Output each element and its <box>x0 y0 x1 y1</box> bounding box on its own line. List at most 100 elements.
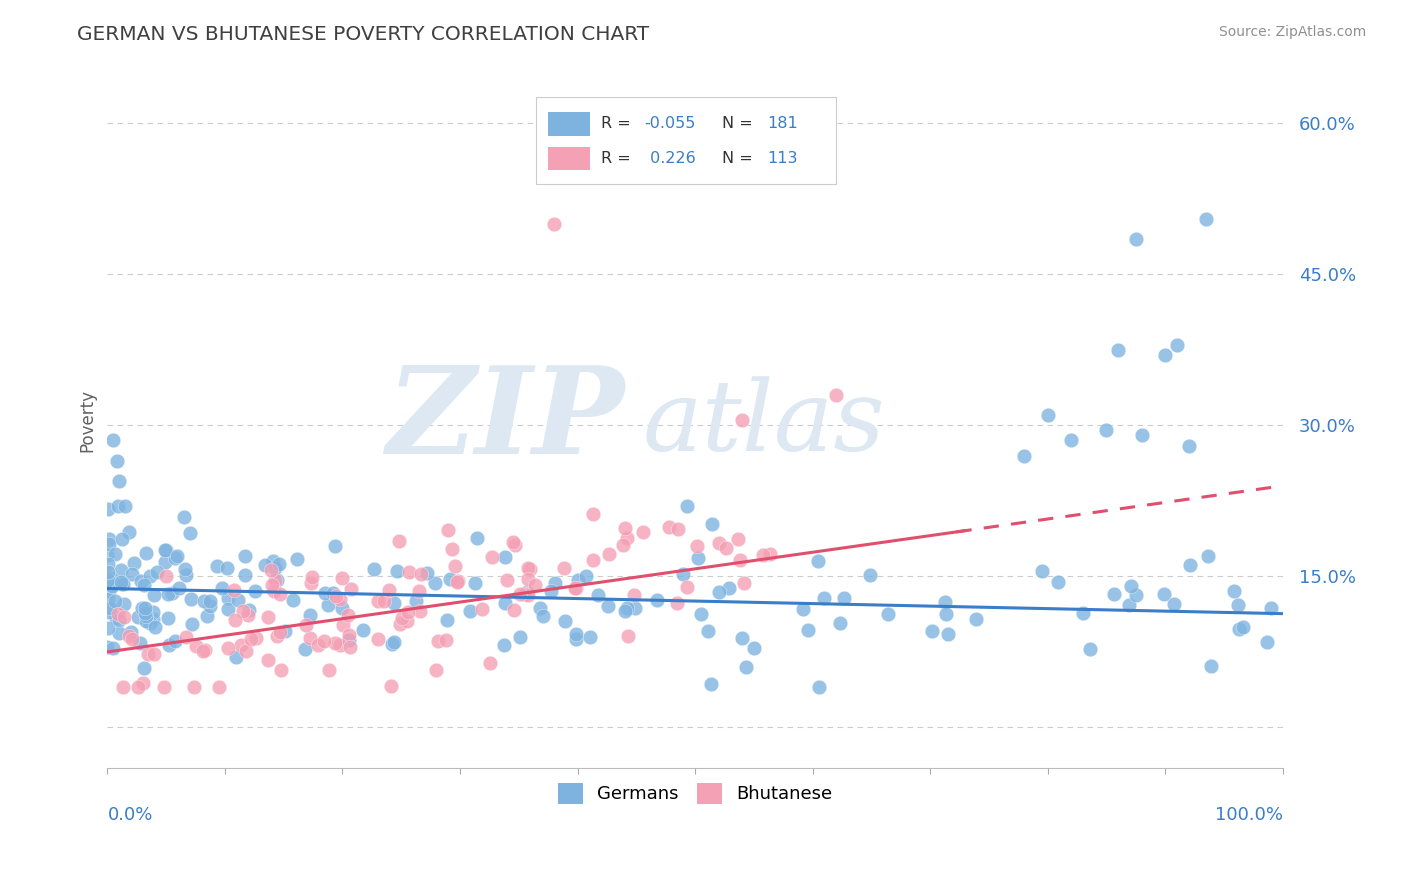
Point <box>494 596 516 610</box>
Point <box>103 434 125 448</box>
Point <box>104 547 127 561</box>
Point <box>131 600 153 615</box>
Point <box>314 633 336 648</box>
Point <box>623 588 645 602</box>
Point <box>179 525 201 540</box>
Point <box>156 610 179 624</box>
Point <box>134 606 156 620</box>
Point <box>1047 574 1070 589</box>
Point <box>1201 659 1223 673</box>
Point <box>586 588 609 602</box>
Point <box>405 593 427 607</box>
Point <box>425 664 447 678</box>
Point <box>337 633 360 648</box>
Point <box>299 576 322 591</box>
Point <box>97 573 120 587</box>
Point <box>118 524 141 539</box>
Point <box>617 629 640 643</box>
Text: N =: N = <box>723 151 758 166</box>
Point <box>97 605 120 619</box>
Point <box>731 413 754 427</box>
Point <box>567 573 589 587</box>
Point <box>416 566 439 580</box>
Point <box>160 586 183 600</box>
Point <box>616 531 638 545</box>
Text: 113: 113 <box>766 151 797 166</box>
Point <box>544 576 567 591</box>
Point <box>813 591 835 606</box>
Point <box>112 610 135 624</box>
Point <box>564 582 586 596</box>
Point <box>686 539 709 553</box>
Point <box>222 583 245 598</box>
Point <box>825 388 848 402</box>
Point <box>295 617 318 632</box>
Point <box>391 610 413 624</box>
Point <box>118 629 141 643</box>
Point <box>728 553 751 567</box>
Point <box>531 609 554 624</box>
Point <box>408 583 430 598</box>
Point <box>97 565 120 579</box>
Point <box>263 583 285 598</box>
Point <box>666 522 689 536</box>
Point <box>1166 338 1188 352</box>
Point <box>378 583 401 598</box>
Point <box>409 566 432 581</box>
Point <box>167 581 190 595</box>
Point <box>387 534 409 549</box>
Point <box>509 587 531 601</box>
Point <box>323 539 346 553</box>
Point <box>135 608 157 623</box>
Point <box>1060 434 1083 448</box>
Point <box>700 677 723 691</box>
Point <box>340 582 363 596</box>
Point <box>229 639 252 653</box>
Point <box>112 597 135 611</box>
Point <box>108 614 131 628</box>
Point <box>1177 438 1199 452</box>
Point <box>380 679 402 693</box>
Point <box>191 643 214 657</box>
Point <box>689 607 711 621</box>
Point <box>735 659 758 673</box>
Point <box>688 550 710 565</box>
Point <box>142 612 165 626</box>
Text: Source: ZipAtlas.com: Source: ZipAtlas.com <box>1219 25 1367 39</box>
Point <box>138 569 160 583</box>
Point <box>110 574 132 589</box>
Point <box>111 533 134 547</box>
Point <box>1223 584 1246 599</box>
Point <box>1227 598 1250 612</box>
Point <box>174 562 197 576</box>
Text: ZIP: ZIP <box>387 361 624 480</box>
Point <box>100 601 122 615</box>
Point <box>666 596 689 610</box>
Point <box>612 538 634 552</box>
Point <box>232 604 254 618</box>
Point <box>260 563 283 577</box>
Point <box>332 618 354 632</box>
Point <box>965 612 987 626</box>
Point <box>792 602 814 616</box>
Point <box>174 568 197 582</box>
Point <box>157 638 180 652</box>
Point <box>797 623 820 637</box>
Point <box>139 615 162 630</box>
Point <box>363 561 385 575</box>
Point <box>97 574 120 588</box>
Point <box>322 585 344 599</box>
Point <box>235 644 257 658</box>
Point <box>134 601 156 615</box>
Point <box>676 499 699 513</box>
Point <box>316 598 339 612</box>
Text: 0.0%: 0.0% <box>107 805 153 824</box>
Point <box>1154 348 1177 362</box>
Point <box>299 608 322 623</box>
Point <box>718 582 741 596</box>
Point <box>104 594 127 608</box>
Point <box>104 611 127 625</box>
Point <box>96 571 118 585</box>
Point <box>110 563 132 577</box>
Point <box>180 592 202 607</box>
